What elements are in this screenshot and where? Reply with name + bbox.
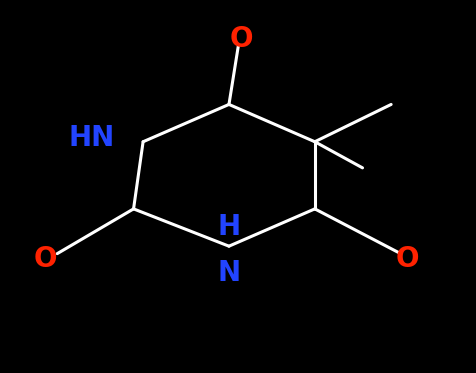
- Text: O: O: [228, 25, 252, 53]
- Text: O: O: [33, 245, 57, 273]
- Text: HN: HN: [68, 124, 114, 152]
- Text: H: H: [217, 213, 240, 241]
- Text: N: N: [217, 259, 240, 287]
- Text: O: O: [395, 245, 419, 273]
